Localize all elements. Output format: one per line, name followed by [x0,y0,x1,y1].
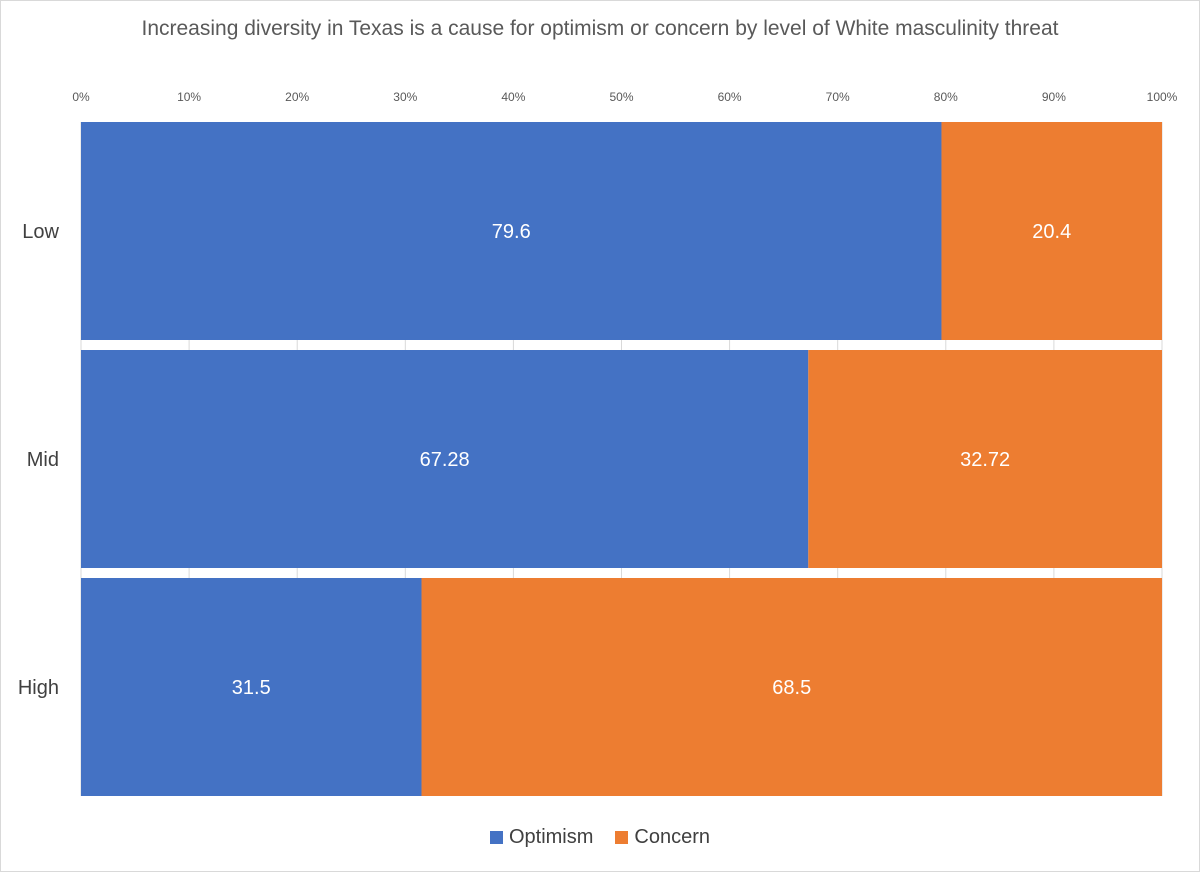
data-label: 79.6 [492,221,531,243]
x-tick-label: 0% [72,90,90,104]
y-category-label: Low [22,221,59,243]
bar-concern-mid [808,350,1162,568]
data-label: 67.28 [420,449,470,471]
x-tick-label: 80% [934,90,958,104]
y-category-label: Mid [27,449,59,471]
data-label: 68.5 [772,677,811,699]
bar-concern-high [421,578,1162,796]
x-tick-label: 20% [285,90,309,104]
x-tick-label: 60% [718,90,742,104]
legend-item-concern: Concern [615,826,710,849]
legend-item-optimism: Optimism [489,826,594,849]
x-tick-label: 90% [1042,90,1066,104]
bar-optimism-mid [81,350,809,568]
bars: 79.6 20.4 67.28 32.72 31.5 68.5 [81,122,1162,796]
bar-concern-low [941,122,1162,340]
legend-label-optimism: Optimism [508,826,594,848]
legend-label-concern: Concern [634,826,711,848]
data-label: 20.4 [1032,221,1071,243]
data-label: 32.72 [960,449,1010,471]
chart-title: Increasing diversity in Texas is a cause… [141,17,1059,40]
y-axis-categories: Low Mid High [18,221,60,699]
x-tick-label: 100% [1147,90,1178,104]
x-axis-ticks: 0% 10% 20% 30% 40% 50% 60% 70% 80% 90% 100% [72,90,1177,104]
x-tick-label: 70% [826,90,850,104]
x-tick-label: 50% [609,90,633,104]
x-tick-label: 40% [501,90,525,104]
legend-swatch-optimism [489,831,503,844]
y-category-label: High [18,677,59,699]
bar-optimism-low [81,122,942,340]
data-label: 31.5 [232,677,271,699]
x-tick-label: 30% [393,90,417,104]
bar-optimism-high [81,578,422,796]
legend-swatch-concern [615,831,629,844]
x-tick-label: 10% [177,90,201,104]
legend: Optimism Concern [0,826,1200,849]
